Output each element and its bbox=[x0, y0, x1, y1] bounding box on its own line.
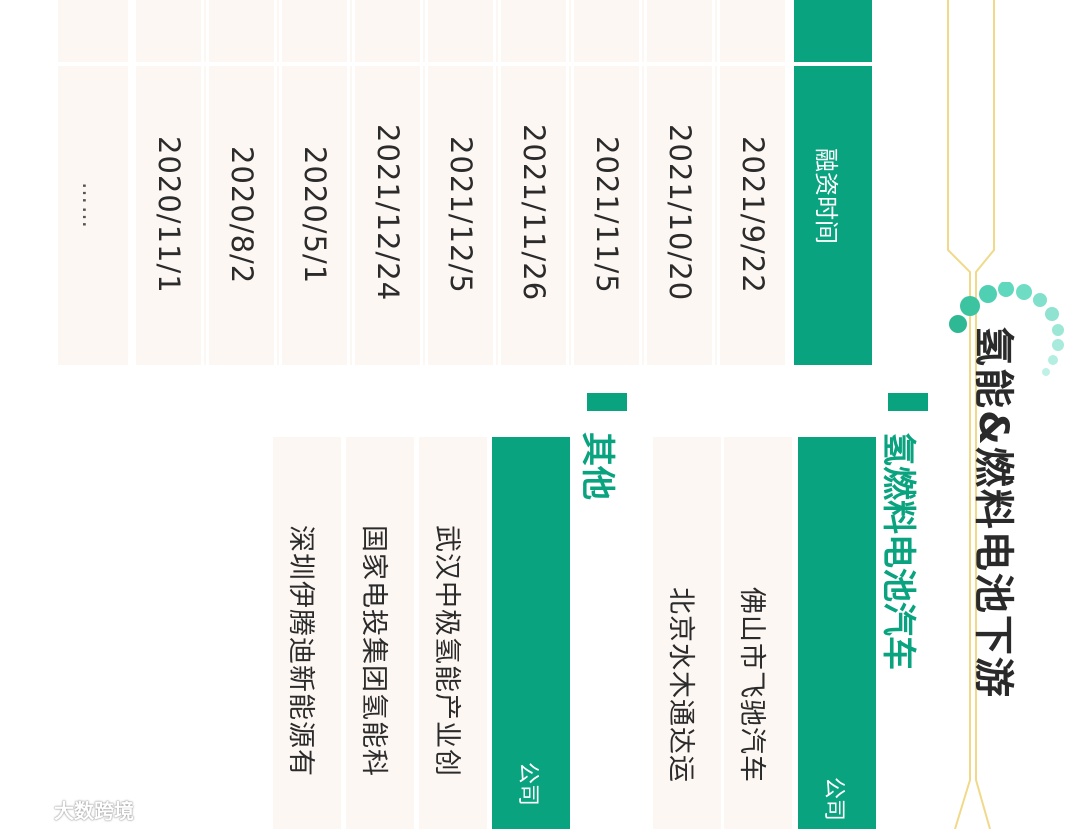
col-divider bbox=[201, 0, 204, 365]
col-divider bbox=[639, 0, 642, 365]
dot-arc-decoration bbox=[949, 282, 1064, 376]
main-title: 氢能&燃料电池下游 bbox=[970, 326, 1016, 699]
col-divider bbox=[274, 0, 277, 365]
date-column: …… bbox=[58, 0, 128, 365]
section-title-other: 其他 bbox=[577, 432, 617, 500]
col-divider bbox=[493, 0, 496, 365]
date-column: 2021/11/5 bbox=[574, 0, 644, 365]
company-column: 深圳伊腾迪新能源有 bbox=[273, 437, 341, 829]
col-divider bbox=[128, 0, 131, 365]
company-column: 北京水木通达运 bbox=[653, 437, 721, 829]
date-column: 2020/8/2 bbox=[209, 0, 279, 365]
col-divider bbox=[712, 0, 715, 365]
row-divider bbox=[58, 62, 794, 66]
company-cell: 佛山市飞驰汽车 bbox=[736, 587, 767, 783]
section-marker bbox=[888, 393, 928, 411]
col-divider bbox=[347, 0, 350, 365]
col-divider bbox=[420, 0, 423, 365]
date-cell: 2020/8/2 bbox=[225, 146, 259, 285]
watermark-logo-icon bbox=[9, 801, 48, 818]
date-column: 2021/12/24 bbox=[355, 0, 425, 365]
frame-line bbox=[975, 0, 995, 829]
date-cell: 2021/10/20 bbox=[663, 124, 697, 302]
section-marker bbox=[587, 393, 627, 411]
company-header-label: 公司 bbox=[515, 762, 540, 807]
date-column: 2020/5/1 bbox=[282, 0, 352, 365]
company-cell: 北京水木通达运 bbox=[665, 587, 696, 783]
date-cell: 2021/11/5 bbox=[590, 136, 624, 294]
section-title-fuel-cell: 氢燃料电池汽车 bbox=[878, 432, 918, 670]
company-header-column: 公司 bbox=[492, 437, 570, 829]
decorative-frame-lines bbox=[947, 0, 995, 829]
company-cell: 武汉中极氢能产业创 bbox=[431, 525, 462, 777]
financing-date-table: 2021/9/22 2021/10/20 2021/11/5 2021/11/2… bbox=[58, 0, 872, 365]
date-column: 2021/9/22 bbox=[720, 0, 790, 365]
frame-line bbox=[947, 0, 971, 829]
watermark-text: 大数跨境 bbox=[54, 799, 134, 823]
date-cell: 2020/11/1 bbox=[152, 136, 186, 294]
date-column: 2020/11/1 bbox=[136, 0, 206, 365]
date-column: 2021/10/20 bbox=[647, 0, 717, 365]
col-divider bbox=[566, 0, 569, 365]
more-indicator: …… bbox=[77, 182, 102, 230]
company-column: 佛山市飞驰汽车 bbox=[724, 437, 792, 829]
company-header-label: 公司 bbox=[821, 777, 846, 822]
watermark: 大数跨境 bbox=[8, 795, 134, 824]
date-column: 2021/12/5 bbox=[428, 0, 498, 365]
date-column: 2021/11/26 bbox=[501, 0, 571, 365]
table-header-label: 融资时间 bbox=[812, 148, 840, 244]
date-cell: 2021/12/5 bbox=[444, 136, 478, 294]
date-cell: 2021/9/22 bbox=[736, 136, 770, 294]
col-divider bbox=[785, 0, 794, 365]
company-cell: 国家电投集团氢能科 bbox=[358, 525, 389, 777]
table-header-column: 融资时间 bbox=[794, 0, 872, 365]
company-cell: 深圳伊腾迪新能源有 bbox=[285, 525, 316, 777]
date-cell: 2021/11/26 bbox=[517, 124, 551, 302]
date-cell: 2020/5/1 bbox=[298, 146, 332, 285]
company-header-column: 公司 bbox=[798, 437, 876, 829]
company-column: 国家电投集团氢能科 bbox=[346, 437, 414, 829]
date-cell: 2021/12/24 bbox=[371, 124, 405, 302]
company-column: 武汉中极氢能产业创 bbox=[419, 437, 487, 829]
